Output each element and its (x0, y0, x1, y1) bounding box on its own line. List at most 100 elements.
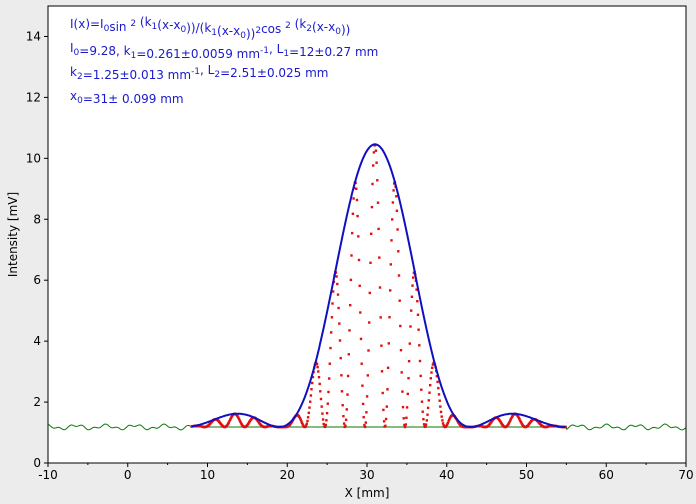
annotation-segment: =9.28, k (79, 44, 130, 58)
data-point (403, 423, 406, 427)
data-point (365, 395, 369, 398)
data-point (346, 393, 349, 396)
data-point (435, 375, 439, 378)
data-point (229, 418, 232, 421)
data-point (309, 400, 312, 403)
data-point (342, 422, 346, 425)
data-point (367, 349, 370, 352)
data-point (403, 425, 407, 429)
y-tick-label: 10 (26, 151, 41, 165)
data-point (564, 425, 567, 429)
data-point (439, 405, 442, 408)
data-point (351, 212, 355, 215)
data-point (330, 331, 333, 334)
data-point (429, 377, 432, 380)
data-point (327, 390, 330, 394)
data-point (356, 214, 359, 218)
data-point (370, 205, 374, 209)
data-point (239, 420, 242, 423)
data-point (440, 415, 443, 418)
data-point (391, 218, 394, 221)
data-point (386, 388, 389, 391)
fit-annotation-line: I0=9.28, k1=0.261±0.0059 mm-1, L1=12±0.2… (70, 41, 378, 61)
data-point (357, 258, 361, 262)
annotation-segment: (x-x (157, 18, 180, 32)
data-point (407, 360, 411, 363)
data-point (441, 422, 445, 425)
data-point (376, 201, 380, 204)
data-point (422, 423, 426, 426)
data-point (317, 370, 320, 373)
data-point (388, 316, 391, 319)
data-point (329, 346, 332, 350)
data-point (417, 328, 420, 331)
data-point (408, 342, 411, 345)
data-point (427, 399, 430, 402)
data-point (359, 311, 362, 314)
y-tick-label: 6 (33, 273, 41, 287)
data-point (311, 381, 314, 385)
data-point (437, 386, 440, 390)
data-point (428, 391, 431, 394)
data-point (319, 390, 322, 393)
data-point (322, 422, 325, 426)
data-point (438, 399, 441, 402)
data-point (389, 289, 392, 292)
annotation-segment: sin (109, 20, 130, 34)
annotation-segment: 0 (240, 31, 246, 41)
annotation-segment: 2 (130, 19, 136, 29)
data-point (420, 400, 424, 403)
data-point (237, 416, 240, 419)
data-point (301, 423, 304, 426)
annotation-segment: 2 (255, 26, 261, 36)
data-point (385, 405, 388, 408)
data-point (439, 410, 443, 414)
annotation-segment: x (70, 89, 77, 103)
data-point (395, 195, 398, 198)
data-point (325, 412, 329, 415)
data-point (401, 405, 405, 409)
data-point (384, 417, 388, 421)
data-point (509, 418, 512, 421)
data-point (422, 418, 425, 421)
x-tick-label: 70 (678, 468, 693, 482)
data-point (416, 300, 419, 303)
data-point (392, 189, 395, 192)
annotation-segment: =12±0.27 mm (289, 45, 378, 59)
data-point (398, 299, 401, 302)
x-tick-label: 20 (280, 468, 295, 482)
data-point (376, 179, 379, 182)
data-point (324, 423, 327, 427)
annotation-segment: I(x)=I (70, 17, 104, 31)
data-point (401, 390, 404, 393)
data-point (374, 149, 378, 152)
data-point (345, 408, 348, 411)
data-point (347, 353, 350, 356)
data-point (380, 344, 383, 347)
data-point (342, 415, 345, 418)
x-tick-label: 0 (124, 468, 132, 482)
data-point (396, 228, 399, 231)
data-point (426, 413, 429, 416)
data-point (362, 416, 365, 419)
data-point (328, 362, 331, 365)
data-point (300, 420, 303, 423)
y-tick-label: 14 (26, 29, 41, 43)
annotation-segment: , L (269, 42, 284, 56)
x-tick-label: -10 (38, 468, 58, 482)
plot-area (47, 5, 687, 464)
annotation-segment: (x-x (217, 24, 240, 38)
fit-annotation-line: x0=31± 0.099 mm (70, 89, 184, 106)
data-point (346, 374, 350, 378)
data-point (237, 417, 241, 421)
x-tick-label: 40 (439, 468, 454, 482)
annotation-segment: 1 (283, 49, 289, 59)
data-point (509, 419, 512, 422)
data-point (415, 288, 418, 291)
data-point (447, 418, 451, 422)
data-point (517, 416, 521, 420)
data-point (343, 425, 346, 429)
data-point (344, 424, 347, 427)
data-point (508, 420, 511, 424)
